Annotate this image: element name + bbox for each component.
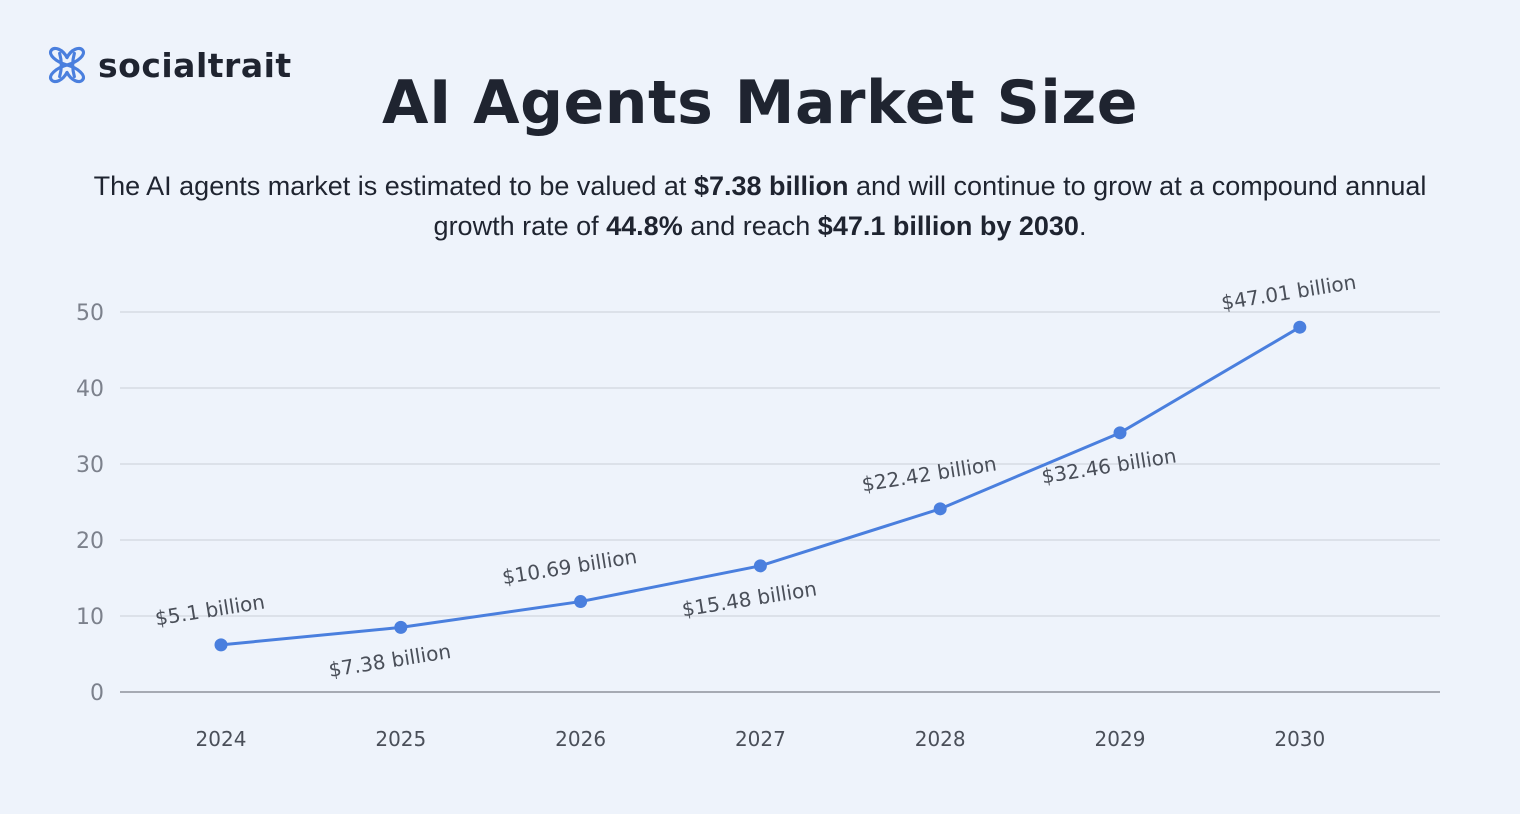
x-tick-label: 2026 <box>555 727 606 751</box>
data-label: $22.42 billion <box>860 451 998 496</box>
y-tick-label: 20 <box>76 529 104 554</box>
y-tick-label: 40 <box>76 377 104 402</box>
data-point <box>574 595 588 609</box>
subtitle-value-cagr: 44.8% <box>606 211 683 241</box>
brand-name: socialtrait <box>98 45 292 85</box>
x-tick-label: 2029 <box>1095 727 1146 751</box>
subtitle-text-1: The AI agents market is estimated to be … <box>93 171 694 201</box>
data-label: $32.46 billion <box>1040 443 1178 488</box>
subtitle-value-market: $7.38 billion <box>693 171 849 201</box>
subtitle: The AI agents market is estimated to be … <box>90 166 1430 246</box>
socialtrait-logo-icon <box>48 46 86 84</box>
data-label: $5.1 billion <box>153 589 266 630</box>
x-tick-label: 2028 <box>915 727 966 751</box>
data-label: $7.38 billion <box>327 639 453 682</box>
x-tick-label: 2030 <box>1274 727 1325 751</box>
y-tick-label: 30 <box>76 453 104 478</box>
data-label: $47.01 billion <box>1220 270 1358 315</box>
subtitle-text-2: and will continue to grow at a compound … <box>433 171 1427 241</box>
x-tick-label: 2027 <box>735 727 786 751</box>
y-tick-label: 10 <box>76 605 104 630</box>
y-tick-label: 50 <box>76 301 104 326</box>
data-point <box>933 502 947 516</box>
data-label: $10.69 billion <box>500 544 638 589</box>
subtitle-value-2030: $47.1 billion by 2030 <box>817 211 1079 241</box>
data-label: $15.48 billion <box>680 576 818 621</box>
x-tick-label: 2025 <box>375 727 426 751</box>
page-title: AI Agents Market Size <box>382 68 1138 138</box>
data-point <box>1113 426 1127 440</box>
data-point <box>214 638 228 652</box>
subtitle-text-3: and reach <box>682 211 818 241</box>
data-point <box>1293 320 1307 334</box>
data-point <box>753 559 767 573</box>
data-point <box>394 620 408 634</box>
x-tick-label: 2024 <box>196 727 247 751</box>
y-tick-label: 0 <box>90 681 104 706</box>
brand: socialtrait <box>46 44 292 86</box>
subtitle-text-4: . <box>1078 211 1087 241</box>
